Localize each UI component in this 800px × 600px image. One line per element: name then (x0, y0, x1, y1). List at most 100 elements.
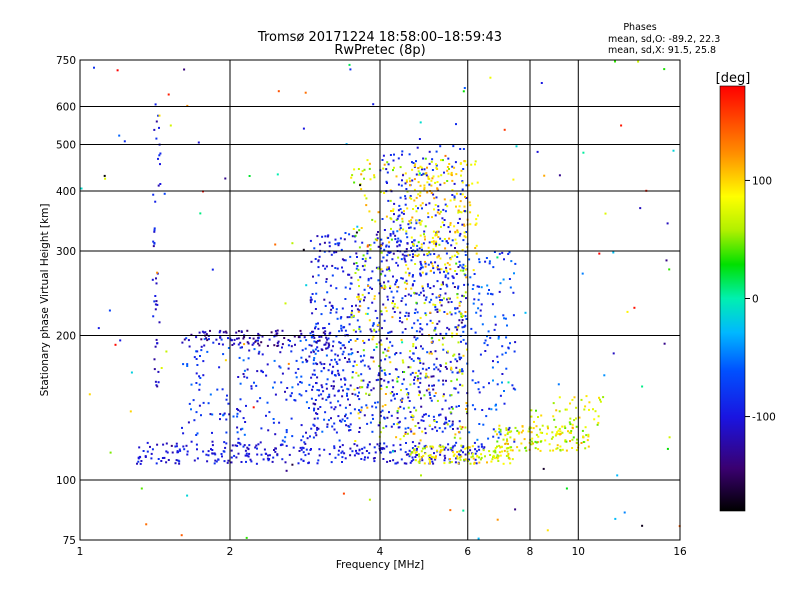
scatter-point (382, 303, 385, 306)
scatter-point (380, 273, 382, 276)
scatter-point (507, 442, 509, 445)
scatter-point (468, 458, 471, 461)
scatter-point (160, 367, 163, 369)
scatter-point (467, 184, 470, 187)
scatter-point (544, 439, 547, 442)
scatter-point (393, 303, 396, 305)
scatter-point (443, 462, 446, 465)
scatter-point (536, 150, 539, 153)
scatter-point (392, 252, 395, 255)
scatter-point (437, 368, 440, 371)
scatter-point (385, 215, 388, 218)
scatter-point (437, 236, 440, 239)
scatter-point (431, 455, 434, 458)
scatter-point (458, 368, 461, 371)
scatter-point (359, 298, 362, 301)
scatter-point (158, 154, 161, 157)
scatter-point (437, 175, 440, 178)
scatter-point (380, 447, 382, 450)
scatter-point (347, 353, 350, 356)
scatter-point (339, 419, 341, 422)
scatter-point (447, 448, 450, 451)
scatter-point (437, 255, 440, 258)
scatter-point (306, 437, 309, 440)
scatter-point (367, 384, 370, 387)
scatter-point (582, 151, 585, 154)
scatter-point (399, 438, 402, 441)
scatter-point (501, 353, 504, 356)
scatter-point (439, 288, 442, 290)
scatter-point (156, 303, 159, 306)
scatter-point (349, 339, 352, 341)
scatter-point (367, 277, 370, 280)
scatter-point (326, 235, 329, 238)
scatter-point (409, 350, 412, 353)
scatter-point (405, 248, 408, 250)
scatter-point (462, 168, 465, 170)
scatter-point (267, 459, 270, 462)
scatter-point (404, 295, 407, 297)
scatter-point (274, 243, 277, 246)
scatter-point (458, 210, 461, 213)
scatter-point (439, 237, 442, 240)
scatter-point (262, 371, 264, 374)
scatter-point (351, 371, 354, 374)
scatter-point (411, 256, 414, 258)
scatter-point (396, 245, 399, 248)
scatter-point (376, 239, 378, 242)
scatter-point (663, 68, 666, 71)
scatter-point (445, 421, 448, 424)
scatter-point (376, 237, 379, 240)
scatter-point (397, 183, 400, 186)
scatter-point (309, 239, 312, 242)
scatter-point (176, 450, 179, 453)
y-tick-label: 600 (56, 102, 76, 114)
scatter-point (451, 420, 454, 423)
scatter-point (582, 441, 585, 443)
scatter-point (498, 252, 501, 255)
scatter-point (246, 376, 249, 379)
scatter-point (383, 379, 386, 382)
scatter-point (174, 462, 177, 465)
scatter-point (403, 281, 406, 284)
scatter-point (386, 460, 389, 463)
scatter-point (451, 239, 454, 242)
scatter-point (453, 387, 456, 390)
scatter-point (347, 398, 349, 401)
scatter-point (209, 393, 212, 396)
scatter-point (482, 386, 485, 389)
x-tick-label: 2 (227, 546, 234, 558)
scatter-point (508, 426, 511, 429)
scatter-point (455, 123, 457, 126)
scatter-point (492, 456, 494, 459)
scatter-point (404, 197, 407, 200)
scatter-point (359, 300, 361, 303)
scatter-point (418, 247, 421, 250)
scatter-point (457, 211, 460, 214)
scatter-point (224, 177, 227, 180)
scatter-point (446, 242, 449, 245)
scatter-point (238, 442, 241, 444)
scatter-point (425, 296, 428, 299)
scatter-point (440, 304, 443, 307)
scatter-point (287, 344, 290, 347)
scatter-point (287, 339, 290, 341)
scatter-point (363, 177, 365, 180)
scatter-point (255, 462, 258, 465)
scatter-point (412, 359, 415, 362)
scatter-point (436, 449, 438, 452)
scatter-point (381, 159, 384, 161)
scatter-point (233, 342, 236, 345)
scatter-point (285, 429, 288, 431)
scatter-point (402, 435, 405, 438)
scatter-point (290, 350, 293, 353)
scatter-point (373, 329, 376, 332)
scatter-point (431, 265, 434, 268)
scatter-point (281, 372, 284, 375)
scatter-point (236, 431, 239, 434)
scatter-point (496, 518, 499, 521)
scatter-point (424, 452, 427, 455)
scatter-point (359, 411, 362, 414)
scatter-point (242, 359, 245, 362)
scatter-point (312, 436, 315, 439)
